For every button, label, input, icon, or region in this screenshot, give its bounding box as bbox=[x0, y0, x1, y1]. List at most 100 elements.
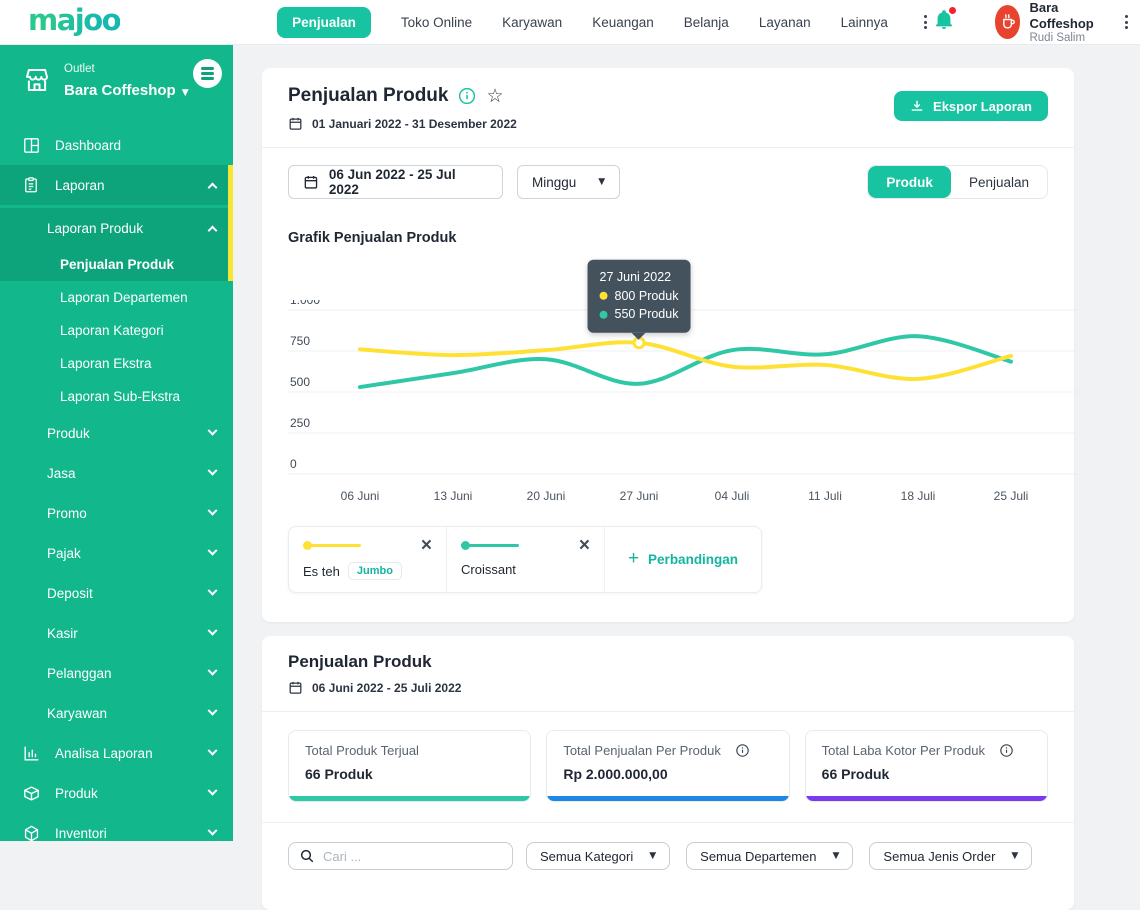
sidebar-item-laporan[interactable]: Laporan bbox=[0, 165, 233, 205]
remove-series-button[interactable]: × bbox=[579, 538, 590, 553]
analytics-icon bbox=[22, 744, 41, 763]
sidebar-item-laporan-kategori[interactable]: Laporan Kategori bbox=[0, 314, 233, 347]
tooltip-value: 550 Produk bbox=[615, 305, 679, 324]
nav-item-layanan[interactable]: Layanan bbox=[759, 15, 811, 30]
stat-accent-bar bbox=[547, 796, 788, 801]
divider bbox=[262, 822, 1074, 823]
sidebar-item-penjualan-produk[interactable]: Penjualan Produk bbox=[0, 248, 233, 281]
notification-bell-icon[interactable] bbox=[933, 9, 955, 36]
chevron-down-icon: ▼ bbox=[182, 88, 189, 98]
info-icon[interactable] bbox=[999, 743, 1014, 758]
outlet-switcher[interactable]: Outlet Bara Coffeshop▼ bbox=[0, 45, 233, 125]
nav-item-toko-online[interactable]: Toko Online bbox=[401, 15, 472, 30]
divider bbox=[262, 147, 1074, 148]
sidebar-item-laporan-produk[interactable]: Laporan Produk bbox=[0, 208, 233, 248]
sidebar-item-dashboard[interactable]: Dashboard bbox=[0, 125, 233, 165]
x-tick-label: 25 Juli bbox=[994, 489, 1029, 503]
sidebar-item-label: Deposit bbox=[47, 586, 93, 601]
main-nav: Penjualan Toko Online Karyawan Keuangan Bela… bbox=[277, 7, 933, 38]
account-menu[interactable]: Bara Coffeshop Rudi Salim bbox=[995, 0, 1134, 44]
department-select[interactable]: Semua Departemen▼ bbox=[686, 842, 853, 870]
sidebar-item-pajak[interactable]: Pajak bbox=[0, 533, 233, 573]
sidebar-item-karyawan[interactable]: Karyawan bbox=[0, 693, 233, 733]
sidebar-item-laporan-ekstra[interactable]: Laporan Ekstra bbox=[0, 347, 233, 380]
nav-item-belanja[interactable]: Belanja bbox=[684, 15, 729, 30]
select-value: Semua Jenis Order bbox=[883, 849, 995, 864]
calendar-icon bbox=[303, 174, 319, 190]
chevron-down-icon bbox=[208, 425, 218, 435]
sidebar-item-laporan-sub-ekstra[interactable]: Laporan Sub-Ekstra bbox=[0, 380, 233, 413]
outlet-name[interactable]: Bara Coffeshop▼ bbox=[64, 82, 189, 99]
select-value: Semua Kategori bbox=[540, 849, 633, 864]
nav-item-karyawan[interactable]: Karyawan bbox=[502, 15, 562, 30]
nav-item-lainnya[interactable]: Lainnya bbox=[841, 15, 888, 30]
y-tick-label: 750 bbox=[290, 334, 310, 348]
sidebar-collapse-button[interactable] bbox=[193, 59, 222, 88]
sidebar-item-kasir[interactable]: Kasir bbox=[0, 613, 233, 653]
add-comparison-button[interactable]: +Perbandingan bbox=[605, 527, 761, 592]
app-logo[interactable]: majoo bbox=[28, 6, 120, 39]
y-tick-label: 1.000 bbox=[290, 300, 320, 307]
chevron-down-icon bbox=[208, 585, 218, 595]
x-tick-label: 06 Juni bbox=[341, 489, 380, 503]
date-range-picker[interactable]: 06 Jun 2022 - 25 Jul 2022 bbox=[288, 165, 503, 199]
search-box[interactable] bbox=[288, 842, 513, 870]
category-select[interactable]: Semua Kategori▼ bbox=[526, 842, 670, 870]
series-name: Croissant bbox=[461, 562, 516, 577]
nav-more-icon[interactable] bbox=[918, 11, 933, 33]
info-icon[interactable] bbox=[458, 87, 476, 105]
stat-label: Total Laba Kotor Per Produk bbox=[822, 743, 985, 758]
tooltip-title: 27 Juni 2022 bbox=[600, 268, 679, 287]
nav-item-penjualan[interactable]: Penjualan bbox=[277, 7, 371, 38]
info-icon[interactable] bbox=[735, 743, 750, 758]
sidebar-item-deposit[interactable]: Deposit bbox=[0, 573, 233, 613]
table-filters: Semua Kategori▼Semua Departemen▼Semua Je… bbox=[262, 842, 1074, 870]
sidebar-item-pelanggan[interactable]: Pelanggan bbox=[0, 653, 233, 693]
sidebar-item-laporan-departemen[interactable]: Laporan Departemen bbox=[0, 281, 233, 314]
sidebar-item-label: Inventori bbox=[55, 826, 107, 841]
x-tick-label: 11 Juli bbox=[808, 489, 842, 503]
chevron-down-icon bbox=[208, 745, 218, 755]
account-more-icon[interactable] bbox=[1119, 11, 1134, 33]
remove-series-button[interactable]: × bbox=[421, 538, 432, 553]
stat-value: Rp 2.000.000,00 bbox=[563, 766, 772, 782]
account-user: Rudi Salim bbox=[1029, 32, 1102, 44]
favorite-star-icon[interactable]: ☆ bbox=[486, 87, 503, 106]
view-toggle: Produk Penjualan bbox=[867, 165, 1048, 199]
order-type-select[interactable]: Semua Jenis Order▼ bbox=[869, 842, 1032, 870]
chevron-down-icon bbox=[208, 465, 218, 475]
sidebar-item-produk[interactable]: Produk bbox=[0, 413, 233, 453]
report-icon bbox=[22, 176, 41, 194]
series-name: Es teh bbox=[303, 564, 340, 579]
sidebar-item-label: Dashboard bbox=[55, 138, 121, 153]
x-tick-label: 18 Juli bbox=[901, 489, 936, 503]
sidebar-item-label: Laporan Sub-Ekstra bbox=[60, 389, 180, 404]
chevron-down-icon bbox=[208, 705, 218, 715]
download-icon bbox=[910, 99, 924, 113]
sidebar-item-label: Laporan Kategori bbox=[60, 323, 164, 338]
chevron-down-icon: ▼ bbox=[833, 851, 840, 861]
granularity-select[interactable]: Minggu ▼ bbox=[517, 165, 620, 199]
nav-item-keuangan[interactable]: Keuangan bbox=[592, 15, 654, 30]
sidebar-item-produk[interactable]: Produk bbox=[0, 773, 233, 813]
sidebar-item-analisa-laporan[interactable]: Analisa Laporan bbox=[0, 733, 233, 773]
toggle-penjualan[interactable]: Penjualan bbox=[951, 166, 1047, 198]
stat-accent-bar bbox=[806, 796, 1047, 801]
store-icon bbox=[22, 65, 52, 113]
toggle-produk[interactable]: Produk bbox=[868, 166, 951, 198]
search-input[interactable] bbox=[323, 849, 502, 864]
sidebar-item-promo[interactable]: Promo bbox=[0, 493, 233, 533]
dashboard-icon bbox=[22, 136, 41, 155]
chevron-down-icon bbox=[208, 825, 218, 835]
export-report-button[interactable]: Ekspor Laporan bbox=[894, 91, 1048, 121]
sidebar-item-label: Jasa bbox=[47, 466, 76, 481]
sidebar-item-jasa[interactable]: Jasa bbox=[0, 453, 233, 493]
page-title: Penjualan Produk bbox=[288, 85, 448, 107]
